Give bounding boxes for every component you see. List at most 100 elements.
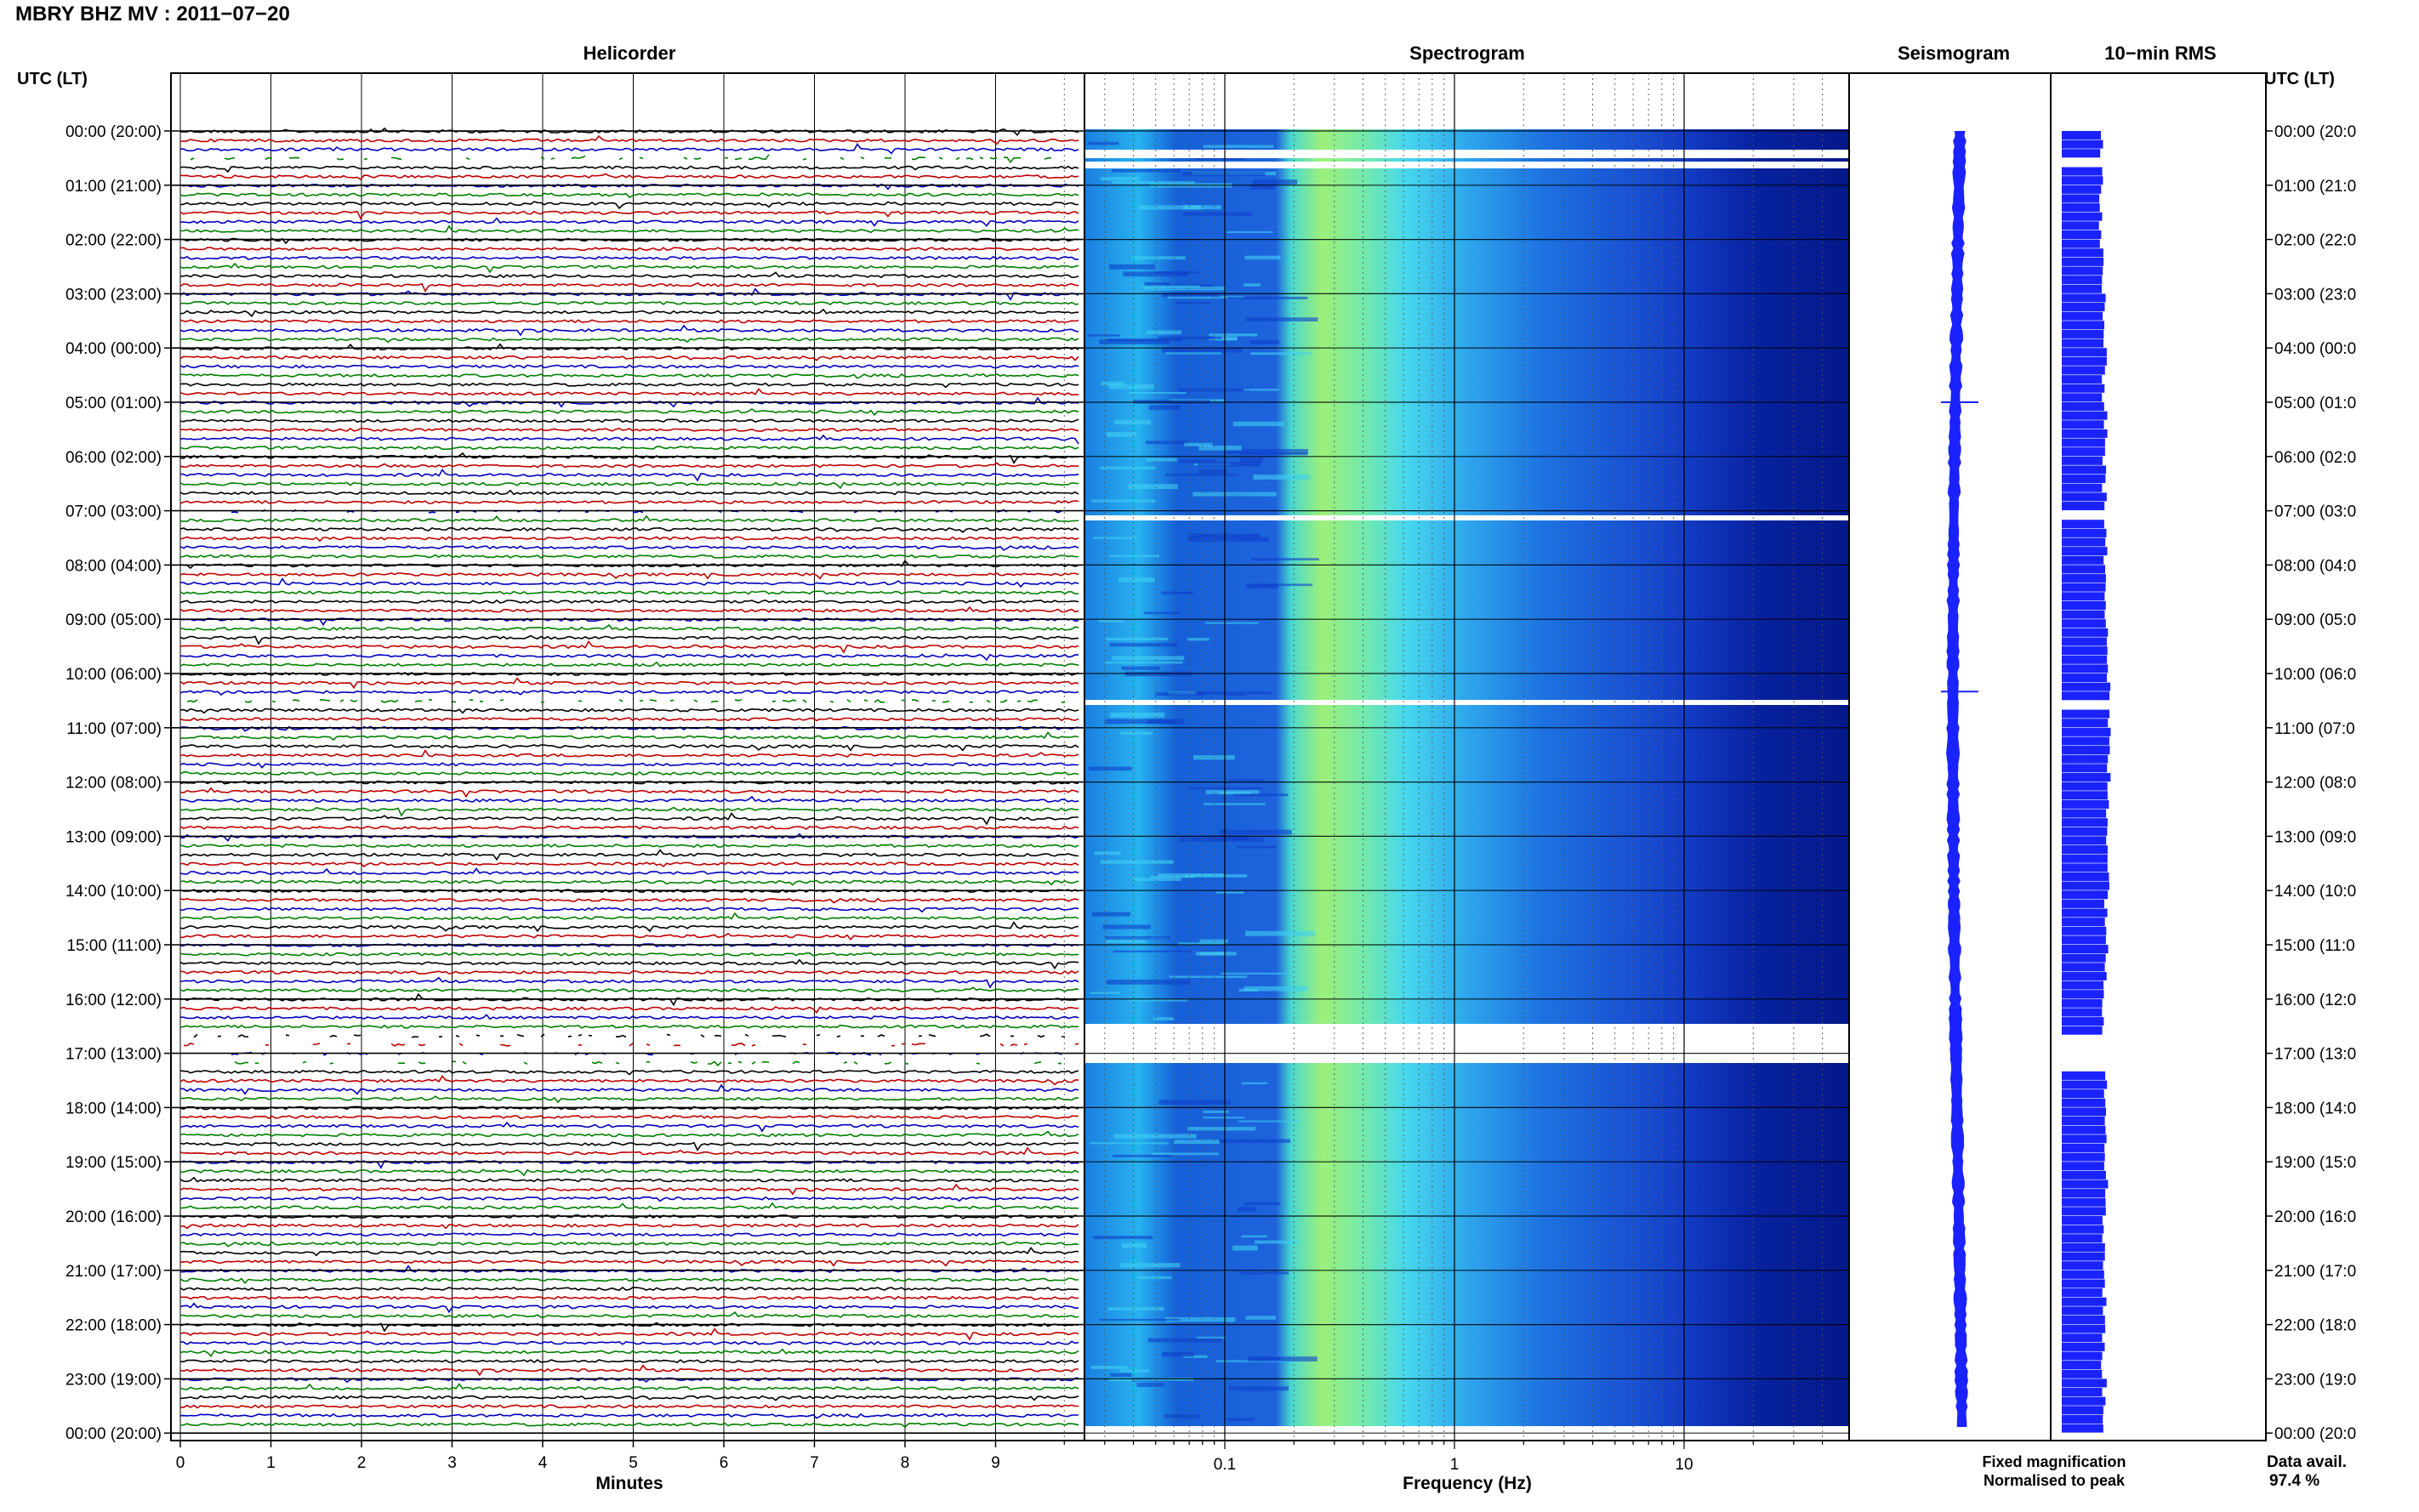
hour-tick-label: 08:00 (04:0 — [2274, 557, 2356, 575]
rms-bar — [2062, 266, 2103, 276]
helicorder-trace — [179, 247, 1079, 252]
rms-bar — [2062, 881, 2109, 890]
spectrogram-frequency-ticks: 0.1 1 10 — [1063, 1441, 1824, 1474]
helicorder-trace — [179, 434, 1079, 445]
spectrogram-streak — [1241, 1082, 1268, 1085]
rms-bar — [2062, 348, 2107, 357]
minute-tick-label: 5 — [629, 1454, 638, 1472]
spectrogram-streak — [1127, 484, 1178, 490]
helicorder-trace — [179, 1383, 1079, 1390]
hour-tick-label: 20:00 (16:00) — [65, 1208, 162, 1226]
spectrogram-streak — [1118, 577, 1155, 583]
hour-tick-label: 22:00 (18:00) — [65, 1317, 162, 1335]
hour-tick-label: 07:00 (03:00) — [65, 503, 162, 521]
rms-bar — [2062, 375, 2103, 384]
rms-bar — [2062, 574, 2106, 583]
spectrogram-streak — [1221, 972, 1291, 975]
helicorder-trace — [179, 912, 1079, 921]
rms-bar — [2062, 167, 2103, 176]
helicorder-trace — [179, 1121, 1079, 1133]
helicorder-trace — [179, 134, 1079, 145]
spectrogram-streak — [1209, 333, 1258, 337]
rms-bar — [2062, 176, 2103, 185]
helicorder-trace — [179, 355, 1079, 361]
rms-bar — [2062, 311, 2103, 321]
hour-tick-label: 05:00 (01:00) — [65, 395, 162, 412]
rms-bar — [2062, 321, 2104, 330]
rms-bar — [2062, 1424, 2103, 1433]
spectrogram-streak — [1144, 286, 1227, 291]
spectrogram-streak — [1255, 1240, 1299, 1244]
spectrogram-streak — [1226, 449, 1308, 454]
spectrogram-streak — [1141, 285, 1200, 288]
spectrogram-streak — [1244, 986, 1307, 992]
spectrogram-streak — [1110, 1373, 1132, 1378]
spectrogram-gap — [1085, 162, 1848, 168]
spectrogram-title: Spectrogram — [1409, 43, 1525, 64]
rms-bar — [2062, 284, 2102, 293]
helicorder-trace — [179, 1130, 1079, 1138]
rms-bar — [2062, 276, 2103, 285]
hour-tick-label: 06:00 (02:0 — [2274, 449, 2356, 467]
spectrogram-streak — [1148, 405, 1181, 411]
spectrogram-streak — [1104, 719, 1184, 725]
helicorder-trace — [179, 690, 1079, 696]
rms-bar — [2062, 637, 2107, 646]
helicorder-trace — [179, 976, 1079, 989]
hour-tick-label: 04:00 (00:00) — [65, 340, 162, 358]
spectrogram-streak — [1128, 999, 1187, 1002]
spectrogram-streak — [1087, 141, 1119, 145]
spectrogram-streak — [1215, 336, 1238, 341]
spectrogram-streak — [1113, 950, 1192, 952]
rms-bar — [2062, 139, 2103, 149]
spectrogram-streak — [1138, 205, 1202, 210]
spectrogram-streak — [1151, 1152, 1219, 1156]
rms-bar — [2062, 1107, 2106, 1117]
rms-bar — [2062, 1008, 2103, 1017]
rms-bar — [2062, 953, 2106, 963]
spectrogram-streak — [1203, 803, 1266, 805]
rms-bar — [2062, 1143, 2105, 1152]
helicorder-trace — [179, 337, 1079, 344]
spectrogram-streak — [1089, 766, 1132, 771]
spectrogram-streak — [1106, 432, 1137, 437]
helicorder-trace — [179, 677, 1079, 690]
seismogram-trace — [1946, 131, 1968, 1427]
helicorder-trace — [179, 1176, 1079, 1183]
spectrogram-streak — [1183, 212, 1253, 216]
rms-bar — [2062, 782, 2108, 791]
rms-bar — [2062, 411, 2108, 420]
spectrogram-streak — [1196, 1336, 1227, 1339]
helicorder-trace — [193, 1033, 1065, 1038]
helicorder-trace — [179, 653, 1079, 662]
spectrogram-streak — [1092, 912, 1130, 917]
helicorder-trace — [179, 1083, 1079, 1095]
spectrogram-streak — [1150, 875, 1195, 878]
rms-bar — [2062, 1207, 2106, 1216]
rms-bar — [2062, 456, 2103, 465]
minute-tick-label: 0 — [176, 1454, 185, 1472]
rms-bar — [2062, 682, 2111, 691]
spectrogram-streak — [1158, 336, 1222, 340]
hour-tick-label: 09:00 (05:0 — [2274, 611, 2356, 629]
hour-tick-label: 19:00 (15:00) — [65, 1154, 162, 1172]
seismogram-title: Seismogram — [1898, 43, 2010, 64]
rms-bar — [2062, 1288, 2103, 1298]
spectrogram-streak — [1209, 835, 1249, 841]
helicorder-trace — [179, 867, 1079, 875]
helicorder-trace — [179, 623, 1079, 631]
spectrogram-streak — [1199, 939, 1228, 943]
helicorder-trace — [179, 545, 1079, 551]
spectrogram-streak — [1187, 1127, 1256, 1131]
helicorder-trace — [179, 324, 1079, 337]
helicorder-trace — [179, 1232, 1079, 1237]
spectrogram-streak — [1244, 255, 1281, 260]
hour-tick-label: 21:00 (17:0 — [2274, 1263, 2356, 1281]
helicorder-trace — [179, 1422, 1079, 1429]
helicorder-trace — [179, 590, 1079, 595]
helicorder-trace — [179, 661, 1079, 668]
rms-bar — [2062, 465, 2107, 475]
helicorder-xlabel: Minutes — [595, 1474, 663, 1493]
spectrogram-streak — [1227, 296, 1308, 299]
